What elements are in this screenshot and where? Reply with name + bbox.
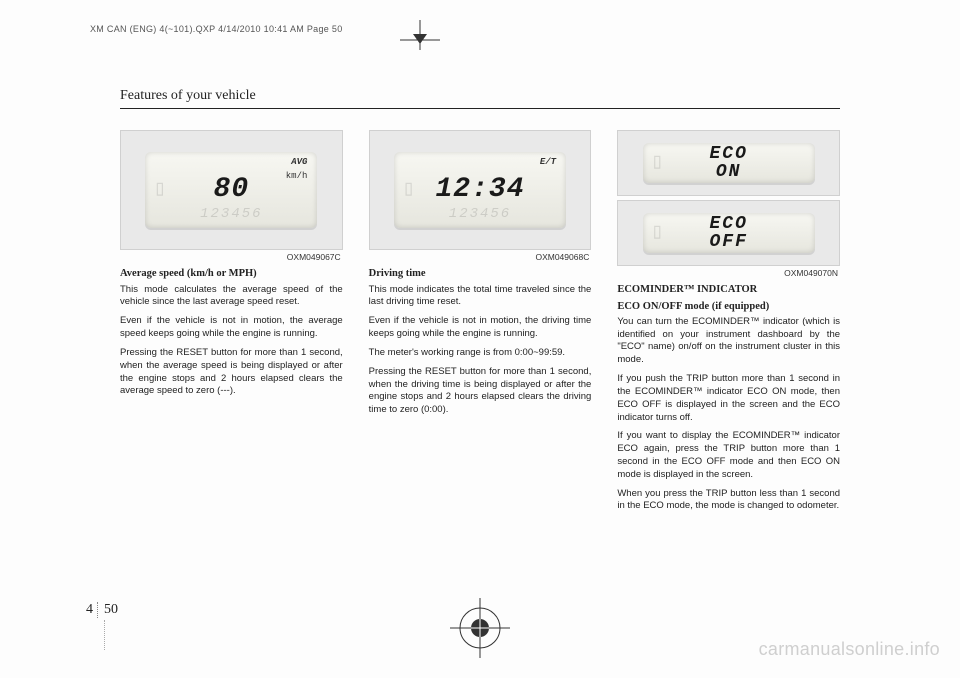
lcd-ghost-icon: ▯: [402, 175, 415, 205]
lcd-value: 12:34: [436, 171, 525, 209]
watermark: carmanualsonline.info: [759, 639, 940, 660]
body-text: This mode indicates the total time trave…: [369, 284, 592, 310]
header-title: Features of your vehicle: [120, 88, 256, 103]
manual-page: XM CAN (ENG) 4(~101).QXP 4/14/2010 10:41…: [0, 0, 960, 678]
crop-mark-bottom: [450, 598, 510, 658]
lcd-tag: AVG: [291, 156, 307, 168]
figure-box-top: ▯ ECO ON: [617, 130, 840, 196]
section-heading: Average speed (km/h or MPH): [120, 267, 343, 281]
figure-box: ▯ AVG km/h 80 123456: [120, 130, 343, 250]
column-average-speed: ▯ AVG km/h 80 123456 OXM049067C Average …: [120, 130, 343, 519]
figure-box-bottom: ▯ ECO OFF: [617, 200, 840, 266]
body-text: You can turn the ECOMINDER™ indicator (w…: [617, 316, 840, 367]
body-text: Even if the vehicle is not in motion, th…: [369, 315, 592, 341]
body-text: Even if the vehicle is not in motion, th…: [120, 315, 343, 341]
body-text: Pressing the RESET button for more than …: [120, 347, 343, 398]
body-text: When you press the TRIP button less than…: [617, 488, 840, 514]
lcd-stack: ECO OFF: [709, 215, 747, 251]
page-header: Features of your vehicle: [120, 86, 840, 109]
body-text: This mode calculates the average speed o…: [120, 284, 343, 310]
lcd-display: ▯ E/T 12:34 123456: [394, 152, 566, 228]
figure-avg-speed: ▯ AVG km/h 80 123456 OXM049067C: [120, 130, 343, 263]
lcd-ghost-icon: ▯: [651, 218, 664, 248]
section-subheading: ECO ON/OFF mode (if equipped): [617, 300, 840, 314]
body-text: If you push the TRIP button more than 1 …: [617, 373, 840, 424]
lcd-line: OFF: [709, 233, 747, 251]
content-columns: ▯ AVG km/h 80 123456 OXM049067C Average …: [120, 130, 840, 519]
figure-eco: ▯ ECO ON ▯ ECO OFF: [617, 130, 840, 279]
section-heading: ECOMINDER™ INDICATOR: [617, 283, 840, 297]
lcd-ghost-icon: ▯: [153, 175, 166, 205]
body-text: If you want to display the ECOMINDER™ in…: [617, 430, 840, 481]
page-number: 4 50: [86, 602, 118, 618]
page-number-value: 50: [97, 602, 118, 618]
section-heading: Driving time: [369, 267, 592, 281]
lcd-unit: km/h: [286, 170, 308, 182]
body-text: Pressing the RESET button for more than …: [369, 366, 592, 417]
lcd-line: ECO: [709, 215, 747, 233]
lcd-ghost-icon: ▯: [651, 148, 664, 178]
lcd-display: ▯ ECO OFF: [643, 213, 815, 254]
figure-box: ▯ E/T 12:34 123456: [369, 130, 592, 250]
lcd-ghost: 123456: [394, 205, 566, 224]
figure-driving-time: ▯ E/T 12:34 123456 OXM049068C: [369, 130, 592, 263]
lcd-line: ECO: [709, 145, 747, 163]
lcd-display: ▯ AVG km/h 80 123456: [145, 152, 317, 228]
lcd-tag: E/T: [540, 156, 556, 168]
lcd-line: ON: [716, 163, 742, 181]
column-driving-time: ▯ E/T 12:34 123456 OXM049068C Driving ti…: [369, 130, 592, 519]
figure-caption: OXM049070N: [617, 268, 838, 279]
figure-caption: OXM049067C: [120, 252, 341, 263]
crop-mark-top: [390, 20, 450, 50]
lcd-value: 80: [214, 171, 250, 209]
column-ecominder: ▯ ECO ON ▯ ECO OFF: [617, 130, 840, 519]
body-text: The meter's working range is from 0:00~9…: [369, 347, 592, 360]
chapter-number: 4: [86, 602, 93, 618]
lcd-stack: ECO ON: [709, 145, 747, 181]
figure-caption: OXM049068C: [369, 252, 590, 263]
lcd-display: ▯ ECO ON: [643, 143, 815, 184]
page-number-dots: [104, 620, 105, 650]
crop-line-text: XM CAN (ENG) 4(~101).QXP 4/14/2010 10:41…: [90, 24, 343, 34]
lcd-ghost: 123456: [145, 205, 317, 224]
